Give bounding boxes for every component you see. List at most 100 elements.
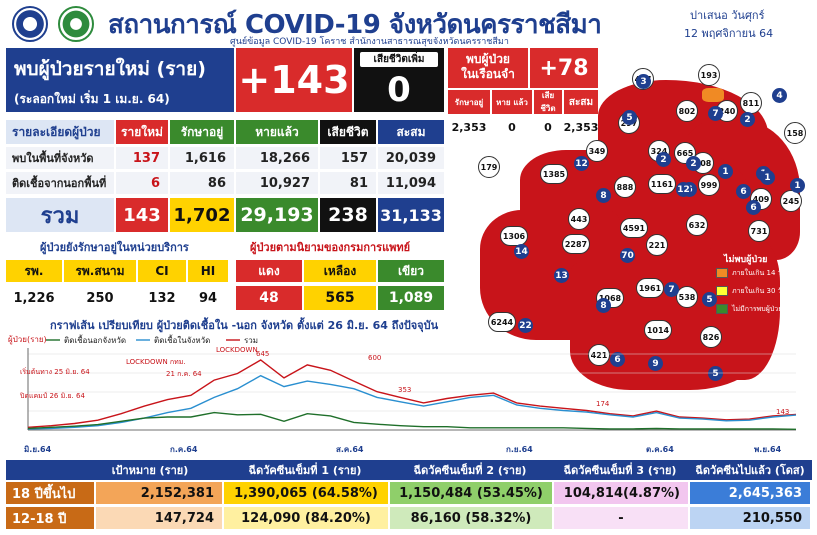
severity-value-red: 48 xyxy=(236,286,302,310)
chart-point-label: 353 xyxy=(398,386,411,394)
map-bubble: 443 xyxy=(568,208,590,230)
vaccine-header-dose3: ฉีดวัคซีนเข็มที่ 3 (ราย) xyxy=(563,464,677,477)
detail-header-deaths: เสียชีวิต xyxy=(320,120,376,144)
map-district-indicator: 22 xyxy=(518,318,533,333)
severity-value-yellow: 565 xyxy=(304,286,376,310)
map-district-indicator: 6 xyxy=(746,200,761,215)
series-in-province-line xyxy=(27,374,797,430)
vaccine-header-dose1: ฉีดวัคซีนเข็มที่ 1 (ราย) xyxy=(248,464,362,477)
map-bubble: 6244 xyxy=(488,312,516,332)
severity-header-red: แดง xyxy=(236,260,302,282)
detail-total-label: รวม xyxy=(6,198,114,232)
legend-swatch-green xyxy=(716,304,728,314)
chart-x-tick-label: ก.ค.64 xyxy=(170,445,198,454)
chart-title: กราฟเส้น เปรียบเทียบ ผู้ป่วยติดเชื้อใน -… xyxy=(50,319,439,332)
chart-x-tick-label: ส.ค.64 xyxy=(336,445,364,454)
map-district-indicator: 1 xyxy=(718,164,733,179)
severity-header-yellow: เหลือง xyxy=(304,260,376,282)
map-bubble: 731 xyxy=(748,220,770,242)
vaccine-row-youth-dose2: 86,160 (58.32%) xyxy=(390,507,552,529)
legend-label-30: ภายในเกิน 30 วัน xyxy=(732,287,787,295)
prison-header-active: รักษาอยู่ xyxy=(448,90,490,114)
map-bubble: 811 xyxy=(740,92,762,114)
detail-header-new: รายใหม่ xyxy=(116,120,168,144)
chart-point-label: 645 xyxy=(256,350,269,358)
severity-header-green: เขียว xyxy=(378,260,444,282)
map-region-orange xyxy=(702,88,724,102)
map-bubbles: 4571938118022401582973493246653089994092… xyxy=(450,60,812,390)
detail-row-outside-new: 6 xyxy=(116,172,168,194)
prison-active-value: 2,353 xyxy=(451,120,487,134)
detail-header-recovered: หายแล้ว xyxy=(236,120,318,144)
new-deaths-box: เสียชีวิตเพิ่ม 0 xyxy=(354,48,444,112)
detail-total-active: 1,702 xyxy=(170,198,234,232)
prison-label-box: พบผู้ป่วย ในเรือนจำ xyxy=(448,48,528,88)
chart-y-label: ผู้ป่วย(ราย) xyxy=(8,335,47,345)
detail-total-total: 31,133 xyxy=(378,198,444,232)
vaccine-row-adult-dose3: 104,814(4.87%) xyxy=(554,482,688,504)
report-day: ปาเสนอ วันศุกร์ xyxy=(690,9,765,22)
prison-label-2: ในเรือนจำ xyxy=(461,67,515,81)
vaccine-header-bar xyxy=(6,460,812,480)
detail-row-local-new: 137 xyxy=(116,147,168,169)
map-district-indicator: 5 xyxy=(708,366,723,381)
map-bubble: 888 xyxy=(614,176,636,198)
vaccine-header-target: เป้าหมาย (ราย) xyxy=(111,464,189,477)
legend-swatch-orange xyxy=(716,268,728,278)
map-district-indicator: 6 xyxy=(610,352,625,367)
prison-header-total: สะสม xyxy=(564,90,598,114)
facility-header-hi: HI xyxy=(188,260,228,282)
chart-point-label: 143 xyxy=(776,408,789,416)
detail-row-local-deaths: 157 xyxy=(320,147,376,169)
new-deaths-label: เสียชีวิตเพิ่ม xyxy=(360,52,438,67)
page-subtitle: ศูนย์ข้อมูล COVID-19 โคราช สำนักงานสาธาร… xyxy=(230,37,509,47)
detail-row-outside-deaths: 81 xyxy=(320,172,376,194)
map-legend: ไม่พบผู้ป่วย ภายในเกิน 14 วัน ภายในเกิน … xyxy=(710,252,810,322)
prison-header-deaths: เสีย ชีวิต xyxy=(534,90,562,114)
series-out-province-line xyxy=(27,411,797,430)
detail-row-local-recovered: 18,266 xyxy=(236,147,318,169)
report-date: 12 พฤศจิกายน 64 xyxy=(684,27,774,40)
detail-header-active: รักษาอยู่ xyxy=(170,120,234,144)
vaccine-row-youth-total: 210,550 xyxy=(690,507,810,529)
map-bubble: 538 xyxy=(676,286,698,308)
vaccine-row-youth-label: 12-18 ปี xyxy=(6,507,94,529)
map-bubble: 2287 xyxy=(562,234,590,254)
vaccine-row-youth-target: 147,724 xyxy=(96,507,222,529)
facility-title: ผู้ป่วยยังรักษาอยู่ในหน่วยบริการ xyxy=(40,241,189,254)
chart-legend-label: ติดเชื้อนอกจังหวัด xyxy=(64,334,126,345)
map-district-indicator: 9 xyxy=(648,356,663,371)
map-district-indicator: 2 xyxy=(740,112,755,127)
chart-x-tick-label: ต.ค.64 xyxy=(646,445,674,454)
map-district-indicator: 7 xyxy=(664,282,679,297)
detail-row-local-label: พบในพื้นที่จังหวัด xyxy=(6,147,114,169)
map-district-indicator: 1 xyxy=(760,170,775,185)
vaccine-header-dose2: ฉีดวัคซีนเข็มที่ 2 (ราย) xyxy=(413,464,527,477)
line-chart: ผู้ป่วย(ราย) ติดเชื้อนอกจังหวัด ติดเชื้อใน… xyxy=(8,334,797,454)
map-district-indicator: 7 xyxy=(708,106,723,121)
vaccine-row-adult-target: 2,152,381 xyxy=(96,482,222,504)
new-cases-value: +143 xyxy=(236,48,352,112)
severity-title: ผู้ป่วยตามนิยามของกรมการแพทย์ xyxy=(250,241,411,254)
vaccine-row-adult-dose2: 1,150,484 (53.45%) xyxy=(390,482,552,504)
map-district-indicator: 12 xyxy=(676,182,691,197)
map-district-indicator: 6 xyxy=(736,184,751,199)
detail-row-outside-active: 86 xyxy=(170,172,234,194)
prison-new-value: +78 xyxy=(530,48,598,88)
chart-point-label: 600 xyxy=(368,354,381,362)
detail-row-outside-total: 11,094 xyxy=(378,172,444,194)
map-district-indicator: 1 xyxy=(790,178,805,193)
map-district-indicator: 2 xyxy=(656,152,671,167)
map-bubble: 179 xyxy=(478,156,500,178)
detail-row-local-active: 1,616 xyxy=(170,147,234,169)
facility-value-ci: 132 xyxy=(148,290,176,306)
prison-header-recovered: หาย แล้ว xyxy=(492,90,532,114)
map-legend-title: ไม่พบผู้ป่วย xyxy=(724,255,768,265)
prison-total-value: 2,353 xyxy=(564,120,598,134)
map-district-indicator: 13 xyxy=(554,268,569,283)
detail-row-outside-recovered: 10,927 xyxy=(236,172,318,194)
map-bubble: 1161 xyxy=(648,174,676,194)
new-deaths-value: 0 xyxy=(387,70,411,110)
new-cases-sublabel: (ระลอกใหม่ เริ่ม 1 เม.ย. 64) xyxy=(14,92,170,106)
vaccine-row-adult-total: 2,645,363 xyxy=(690,482,810,504)
